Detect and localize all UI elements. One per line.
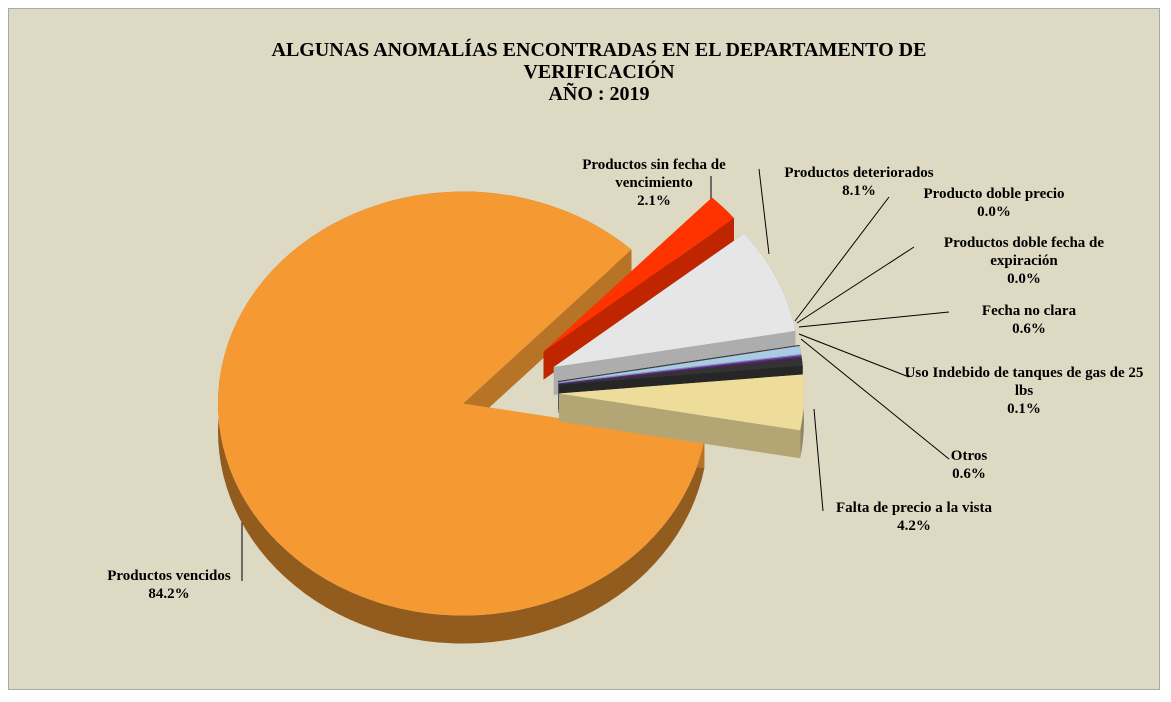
category-label: Fecha no clara — [981, 303, 1077, 319]
leader-line — [758, 168, 770, 255]
slice — [218, 191, 705, 644]
category-label: Falta de precio a la vista — [836, 500, 992, 516]
slice-side — [463, 249, 632, 432]
data-label: Productos vencidos 84.2% — [69, 567, 269, 603]
leader-line — [796, 246, 915, 324]
value-label: 0.6% — [1012, 321, 1046, 337]
value-label: 4.2% — [897, 518, 931, 534]
data-label: Fecha no clara 0.6% — [929, 302, 1129, 338]
data-label: Producto doble precio 0.0% — [889, 185, 1099, 221]
leader-line — [798, 333, 910, 378]
slice-top — [558, 374, 804, 431]
data-label: Otros 0.6% — [909, 447, 1029, 483]
slice — [543, 197, 734, 380]
value-label: 8.1% — [842, 183, 876, 199]
data-label: Productos sin fecha de vencimiento 2.1% — [569, 156, 739, 210]
category-label: Productos deteriorados — [784, 165, 934, 181]
category-label: Producto doble precio — [923, 186, 1065, 202]
leader-line — [794, 196, 890, 322]
category-label: Productos sin fecha de vencimiento — [582, 157, 726, 191]
chart-area: ALGUNAS ANOMALÍAS ENCONTRADAS EN EL DEPA… — [8, 8, 1160, 690]
chart — [218, 168, 950, 644]
slice-side — [558, 393, 801, 459]
data-label: Uso Indebido de tanques de gas de 25 lbs… — [904, 364, 1144, 418]
slice — [558, 374, 804, 459]
data-label: Productos doble fecha de expiración 0.0% — [909, 234, 1139, 288]
slice-top — [558, 346, 802, 383]
slice-top — [558, 357, 803, 385]
category-label: Uso Indebido de tanques de gas de 25 lbs — [904, 365, 1144, 399]
leader-line — [800, 338, 950, 460]
chart-subtitle: AÑO : 2019 — [548, 83, 650, 105]
slice-top — [553, 233, 796, 368]
data-label: Falta de precio a la vista 4.2% — [809, 499, 1019, 535]
leader-line — [813, 408, 824, 512]
leader-line — [798, 311, 950, 328]
slice-top — [543, 197, 734, 352]
slice-top — [558, 355, 802, 384]
slice — [553, 233, 796, 396]
chart-title: ALGUNAS ANOMALÍAS ENCONTRADAS EN EL DEPA… — [271, 39, 927, 83]
category-label: Otros — [950, 448, 988, 464]
value-label: 0.0% — [1007, 271, 1041, 287]
slice-side — [543, 218, 734, 380]
slice-top — [218, 191, 705, 616]
category-label: Productos vencidos — [107, 568, 231, 584]
value-label: 0.0% — [977, 204, 1011, 220]
data-label: Productos deteriorados 8.1% — [749, 164, 969, 200]
leader-lines — [241, 168, 950, 581]
value-label: 0.6% — [952, 466, 986, 482]
value-label: 84.2% — [148, 586, 190, 602]
category-label: Productos doble fecha de expiración — [943, 235, 1105, 269]
value-label: 2.1% — [637, 193, 671, 209]
value-label: 0.1% — [1007, 401, 1041, 417]
